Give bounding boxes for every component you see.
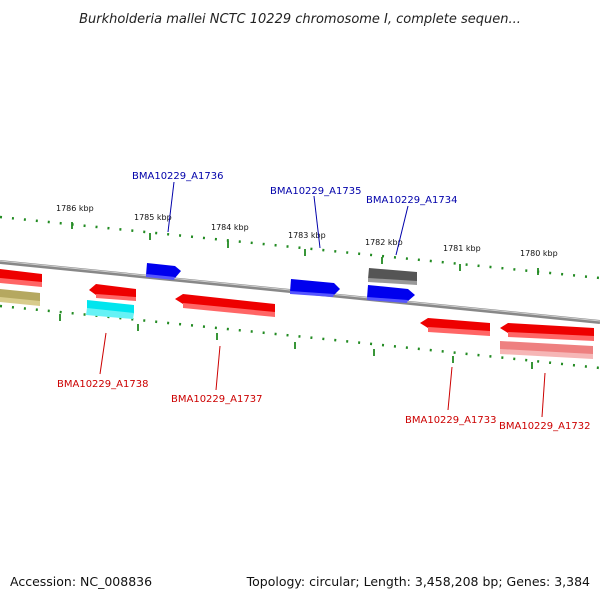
gene-label-A1734[interactable]: BMA10229_A1734 [366,195,457,206]
gene-label-A1732[interactable]: BMA10229_A1732 [499,421,590,432]
gene-feature-A1738-small[interactable] [89,284,136,301]
scale-label-1784: 1784 kbp [211,223,249,232]
gene-feature-gray[interactable] [368,268,417,285]
gene-label-A1736[interactable]: BMA10229_A1736 [132,171,223,182]
scale-label-1781: 1781 kbp [443,244,481,253]
label-leaders [99,181,546,418]
gene-feature-olive[interactable] [0,289,40,306]
gene-label-A1738[interactable]: BMA10229_A1738 [57,379,148,390]
scale-label-1786: 1786 kbp [56,204,94,213]
outer-scale-ring [0,215,600,280]
gene-feature-A1735[interactable] [290,279,340,297]
map-title: Burkholderia mallei NCTC 10229 chromosom… [79,12,521,27]
outer-scale-ticks [71,222,539,275]
gene-feature-A1737[interactable] [175,294,275,317]
scale-label-1780: 1780 kbp [520,249,558,258]
gene-feature-A1734[interactable] [367,285,415,303]
scale-label-1785: 1785 kbp [134,213,172,222]
gene-feature-A1732-upper[interactable] [500,323,594,341]
inner-scale-ring [0,304,600,370]
gene-feature-A1733[interactable] [420,318,490,336]
accession-text: Accession: NC_008836 [10,574,152,589]
gene-feature-A1736[interactable] [146,263,181,280]
gene-label-A1737[interactable]: BMA10229_A1737 [171,394,262,405]
scale-label-1783: 1783 kbp [288,231,326,240]
scale-label-1782: 1782 kbp [365,238,403,247]
gene-label-A1735[interactable]: BMA10229_A1735 [270,186,361,197]
inner-scale-ticks [59,314,533,369]
gene-label-A1733[interactable]: BMA10229_A1733 [405,415,496,426]
gene-feature-A1738[interactable] [86,300,134,319]
gene-feature-A1732[interactable] [500,341,593,359]
topology-text: Topology: circular; Length: 3,458,208 bp… [246,574,590,589]
gene-feature-left-red[interactable] [0,269,42,287]
